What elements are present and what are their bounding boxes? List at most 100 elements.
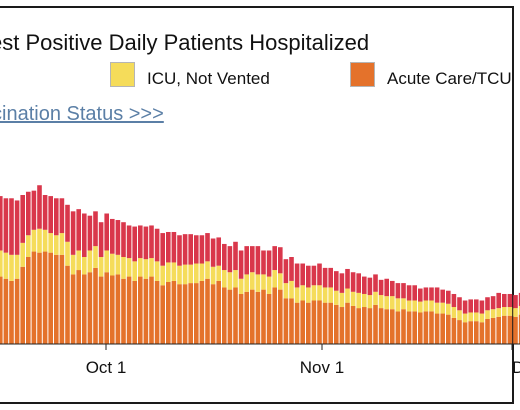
bar-segment-icu	[171, 262, 177, 281]
bar-segment-red	[188, 234, 193, 265]
bar-segment-icu	[429, 300, 434, 312]
bar-segment-acute	[20, 266, 25, 344]
bar-segment-acute	[143, 278, 149, 344]
bar-segment-acute	[154, 280, 160, 344]
bar-segment-acute	[518, 314, 520, 344]
bar-segment-red	[384, 278, 389, 297]
bar-segment-acute	[65, 265, 70, 344]
bar-segment-acute	[272, 287, 277, 344]
bar-segment-icu	[289, 280, 294, 299]
bar-segment-icu	[451, 307, 457, 318]
bar-segment-red	[76, 209, 81, 251]
bar-segment-icu	[37, 228, 42, 253]
bar-segment-icu	[143, 259, 149, 279]
bar-segment-acute	[104, 272, 109, 344]
bar-segment-icu	[222, 270, 227, 288]
bar-segment-acute	[70, 274, 76, 344]
bar-segment-icu	[328, 287, 333, 303]
bar-segment-acute	[0, 276, 3, 344]
bar-segment-acute	[250, 289, 255, 344]
bar-segment-red	[289, 257, 294, 281]
bar-segment-acute	[149, 276, 154, 344]
bar-segment-icu	[261, 274, 266, 290]
bar-segment-red	[261, 250, 266, 275]
bar-segment-acute	[54, 254, 59, 344]
bar-segment-red	[160, 233, 165, 266]
bar-segment-red	[132, 226, 137, 262]
bar-segment-icu	[513, 308, 518, 317]
bar-segment-icu	[70, 254, 76, 275]
vaccination-status-link[interactable]: cination Status >>>	[0, 103, 164, 125]
bar-segment-acute	[222, 287, 227, 344]
bar-segment-acute	[188, 283, 193, 344]
bar-segment-red	[378, 279, 384, 296]
bar-segment-red	[418, 288, 423, 302]
bar-segment-red	[233, 241, 238, 271]
bar-segment-red	[0, 196, 3, 251]
bar-segment-red	[311, 265, 317, 286]
legend-label-icu: ICU, Not Vented	[147, 69, 270, 88]
bar-segment-red	[87, 215, 93, 251]
bar-segment-acute	[238, 293, 244, 344]
bar-segment-red	[300, 263, 305, 286]
bar-segment-icu	[54, 235, 59, 255]
bar-segment-acute	[311, 300, 317, 344]
bar-segment-acute	[278, 289, 283, 344]
bar-segment-icu	[468, 312, 473, 322]
bar-segment-icu	[507, 307, 513, 316]
bar-segment-acute	[166, 282, 171, 344]
bar-segment-red	[479, 300, 485, 314]
bar-segment-red	[171, 231, 177, 263]
bar-segment-acute	[395, 311, 401, 345]
bar-segment-red	[37, 185, 42, 229]
bar-segment-acute	[462, 322, 468, 344]
bar-segment-red	[412, 285, 417, 301]
bar-segment-acute	[31, 251, 37, 344]
x-axis-ticks: Oct 1 Nov 1 D	[86, 344, 520, 377]
bar-segment-acute	[412, 311, 417, 345]
bar-segment-red	[110, 218, 115, 254]
bar-segment-acute	[14, 278, 20, 344]
bar-segment-icu	[199, 263, 205, 281]
bar-segment-red	[490, 296, 496, 310]
bar-segment-acute	[334, 304, 339, 344]
bar-segment-red	[395, 283, 401, 299]
bar-segment-icu	[59, 233, 65, 255]
bar-segment-acute	[261, 289, 266, 344]
bar-segment-red	[485, 297, 490, 311]
bar-segment-acute	[255, 291, 261, 344]
bar-segment-red	[507, 293, 513, 308]
bar-segment-acute	[434, 313, 440, 344]
bar-segment-red	[423, 287, 429, 301]
bar-segment-icu	[3, 252, 9, 279]
bar-segment-red	[70, 211, 76, 255]
bar-segment-acute	[401, 309, 406, 344]
bar-segment-icu	[194, 263, 199, 284]
bar-segment-icu	[233, 270, 238, 288]
bar-segment-acute	[266, 293, 272, 344]
bar-segment-icu	[227, 272, 233, 290]
bar-segment-icu	[479, 313, 485, 323]
bar-segment-red	[26, 191, 31, 236]
bar-segment-red	[401, 283, 406, 299]
bar-segment-acute	[110, 275, 115, 344]
bar-segment-acute	[160, 285, 165, 344]
chart-title: est Positive Daily Patients Hospitalized	[0, 30, 370, 55]
bar-segment-icu	[384, 296, 389, 310]
bar-segment-red	[31, 190, 37, 230]
bar-segment-red	[294, 263, 300, 288]
bar-segment-red	[244, 246, 249, 275]
bar-segment-acute	[37, 252, 42, 344]
bar-segment-icu	[362, 293, 367, 308]
bar-segment-icu	[154, 261, 160, 281]
bar-segment-red	[328, 267, 333, 288]
bar-segment-acute	[345, 302, 350, 344]
bar-segment-icu	[132, 261, 137, 281]
bar-segment-red	[283, 259, 289, 284]
bar-segment-red	[255, 246, 261, 275]
bar-segment-red	[54, 198, 59, 236]
bar-segment-acute	[513, 316, 518, 344]
bar-segment-acute	[244, 291, 249, 344]
bar-segment-icu	[278, 273, 283, 290]
